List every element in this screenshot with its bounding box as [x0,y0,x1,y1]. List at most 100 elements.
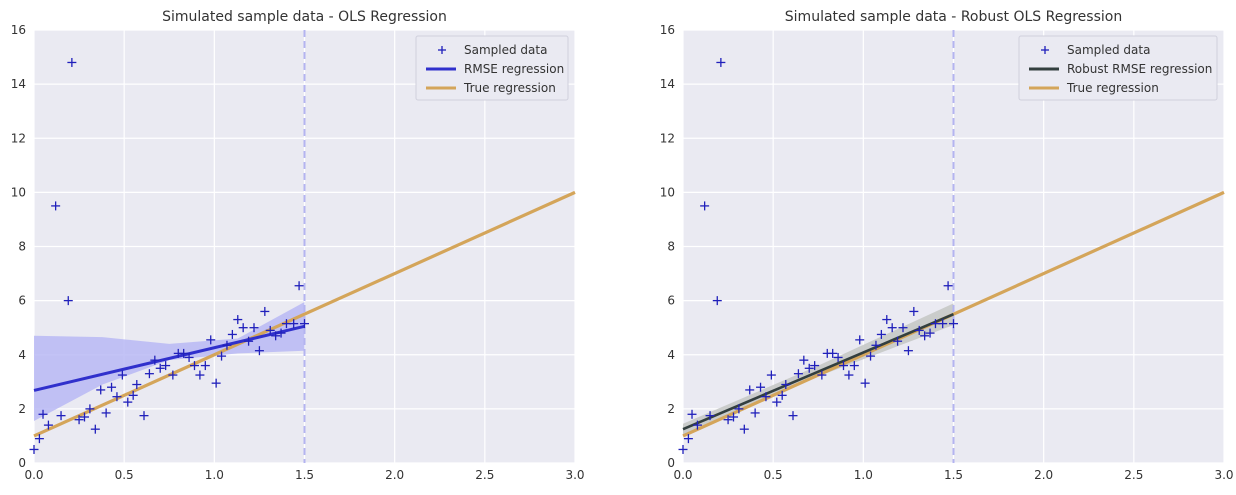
robust-ols-regression-panel: 0.0 0.5 1.0 1.5 2.0 2.5 3.0 0 2 4 6 8 10 12 14 16 Simula… [660,9,1234,482]
data-point [804,363,814,373]
legend: Sampled data Robust RMSE regression True r… [1018,35,1218,101]
data-point [38,409,48,419]
legend-label: RMSE regression [464,62,564,76]
x-tick-label: 1.0 [205,468,224,482]
data-point [750,408,760,418]
data-point [85,404,95,414]
data-point [96,385,106,395]
x-tick-label: 2.5 [475,468,494,482]
data-point [271,331,281,341]
data-point [909,306,919,316]
chart-title: Simulated sample data - Robust OLS Regre… [785,9,1122,25]
data-point [132,380,142,390]
rmse-regression-line [33,324,305,392]
data-point [217,351,227,361]
x-tick-label: 0.5 [115,468,134,482]
sampled-data-points [29,57,309,454]
data-point [716,57,726,67]
data-point [712,296,722,306]
y-tick-label: 2 [667,402,675,416]
data-point [849,361,859,371]
data-point [289,319,299,329]
x-tick-label: 0.5 [764,468,783,482]
y-tick-label: 2 [18,402,26,416]
x-tick-label: 3.0 [1214,468,1233,482]
ols-regression-panel: 0.0 0.5 1.0 1.5 2.0 2.5 3.0 0 2 4 6 8 10 12 14 16 Simula… [11,9,585,482]
data-point [761,392,771,402]
data-point [238,323,248,333]
x-tick-label: 2.0 [1034,468,1053,482]
legend-label: Sampled data [464,43,547,57]
data-point [898,323,908,333]
data-point [855,335,865,345]
data-point [79,412,89,422]
data-point [772,397,782,407]
data-point [882,315,892,325]
data-point [734,404,744,414]
data-point [195,370,205,380]
data-point [700,201,710,211]
y-tick-label: 8 [18,240,26,254]
y-tick-label: 4 [18,348,26,362]
data-point [745,385,755,395]
data-point [949,319,958,329]
data-point [687,409,697,419]
y-tick-label: 8 [667,240,675,254]
data-point [692,420,702,430]
data-point [222,340,232,350]
data-point [34,434,44,444]
data-point [200,361,210,371]
data-point [871,340,881,350]
x-tick-label: 1.0 [854,468,873,482]
data-point [833,352,843,362]
y-tick-label: 16 [11,23,26,37]
data-point [227,329,237,339]
data-point [844,370,854,380]
y-tick-label: 14 [660,77,675,91]
legend-label: Sampled data [1067,43,1150,57]
legend: Sampled data RMSE regression True regressi… [415,35,569,101]
data-point [938,319,948,329]
data-point [739,424,749,434]
data-point [766,370,776,380]
x-tick-label: 2.5 [1124,468,1143,482]
data-point [756,382,766,392]
data-point [179,348,189,358]
data-point [728,412,738,422]
data-point [866,351,876,361]
data-point [810,361,820,371]
data-point [723,415,733,425]
data-point [43,420,53,430]
data-point [705,411,715,421]
data-point [876,329,886,339]
data-point [799,355,809,365]
y-tick-label: 4 [667,348,675,362]
data-point [139,411,149,421]
y-tick-label: 0 [667,456,675,470]
data-point [925,328,935,338]
data-point [56,411,66,421]
y-tick-label: 10 [660,185,675,199]
y-tick-label: 12 [11,131,26,145]
y-tick-label: 6 [18,294,26,308]
data-point [150,355,160,365]
data-point [300,319,309,329]
x-tick-label: 0.0 [673,468,692,482]
x-tick-label: 3.0 [565,468,584,482]
y-tick-label: 16 [660,23,675,37]
data-point [107,382,117,392]
data-point [838,361,848,371]
data-point [161,361,171,371]
x-tick-label: 1.5 [944,468,963,482]
data-point [101,408,111,418]
data-point [168,370,178,380]
data-point [817,370,827,380]
robust-rmse-regression-line [682,312,955,431]
data-point [678,444,688,454]
data-point [90,424,100,434]
data-point [123,397,133,407]
data-point [67,57,77,67]
data-point [793,369,803,379]
data-point [893,336,903,346]
